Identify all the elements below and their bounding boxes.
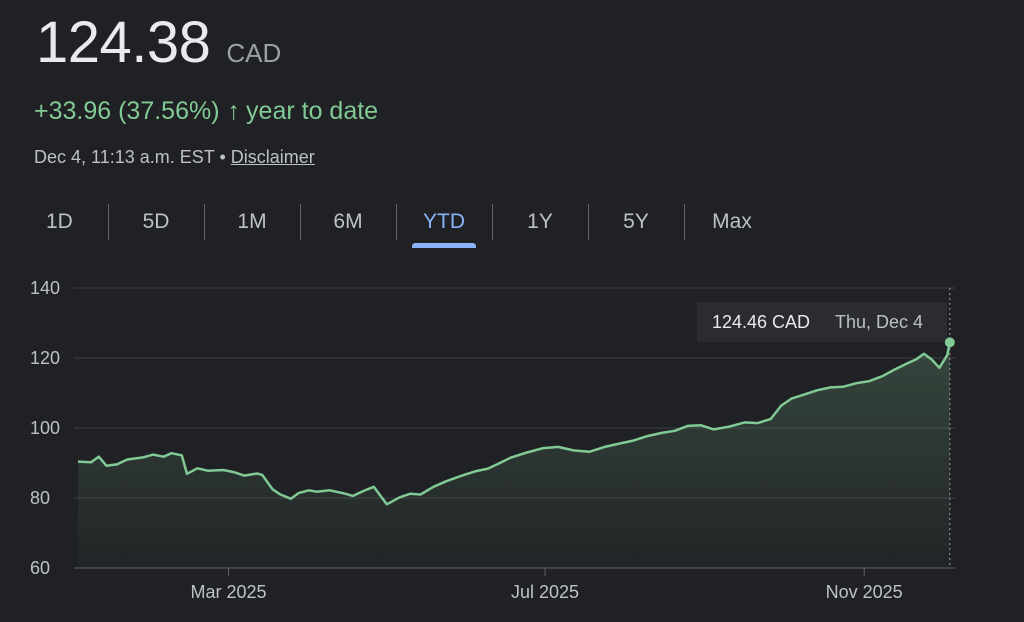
y-tick-label: 80: [30, 488, 50, 508]
tab-5y[interactable]: 5Y: [588, 202, 684, 246]
x-tick-label: Nov 2025: [826, 582, 903, 602]
change-period: year to date: [246, 97, 379, 125]
price-area: [78, 342, 950, 568]
tab-1d[interactable]: 1D: [46, 210, 73, 233]
currency-label: CAD: [226, 38, 282, 68]
y-tick-label: 60: [30, 558, 50, 578]
x-tick-label: Jul 2025: [511, 582, 579, 602]
price-change: +33.96 (37.56%) ↑ year to date: [34, 97, 378, 126]
quote-meta: Dec 4, 11:13 a.m. EST • Disclaimer: [34, 147, 315, 168]
hover-tooltip: 124.46 CAD Thu, Dec 4: [697, 302, 947, 342]
hover-point: [944, 337, 955, 348]
current-price: 124.38: [36, 10, 211, 75]
y-tick-label: 140: [30, 278, 60, 298]
timestamp: Dec 4, 11:13 a.m. EST: [34, 147, 215, 167]
price-line: [77, 342, 952, 506]
y-tick-label: 100: [30, 418, 60, 438]
tab-5d[interactable]: 5D: [108, 202, 204, 246]
tab-ytd[interactable]: YTD: [396, 202, 492, 248]
disclaimer-link[interactable]: Disclaimer: [230, 147, 315, 167]
tab-6m[interactable]: 6M: [300, 202, 396, 246]
tab-1y[interactable]: 1Y: [492, 202, 588, 246]
tab-1m[interactable]: 1M: [204, 202, 300, 246]
tab-max[interactable]: Max: [684, 202, 780, 246]
tooltip-date: Thu, Dec 4: [835, 312, 923, 332]
arrow-up-icon: ↑: [227, 97, 241, 125]
y-tick-label: 120: [30, 348, 60, 368]
x-tick-label: Mar 2025: [190, 582, 266, 602]
tooltip-value: 124.46 CAD: [712, 312, 810, 332]
quote-header: 124.38 CAD: [36, 14, 281, 72]
separator-dot: •: [219, 147, 226, 167]
range-tabs: 1D 5D 1M 6M YTD 1Y 5Y Max: [14, 202, 780, 248]
change-value: +33.96 (37.56%): [34, 97, 220, 125]
